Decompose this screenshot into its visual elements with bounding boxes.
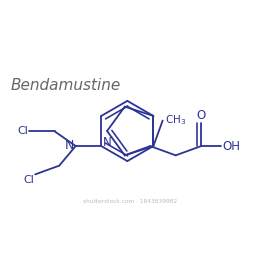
Text: N: N <box>65 139 74 151</box>
Text: Cl: Cl <box>17 126 28 136</box>
Text: shutterstock.com · 1843839982: shutterstock.com · 1843839982 <box>83 199 177 204</box>
Text: O: O <box>197 109 206 122</box>
Text: Bendamustine: Bendamustine <box>10 78 121 94</box>
Text: OH: OH <box>222 140 240 153</box>
Text: CH$_3$: CH$_3$ <box>165 113 186 127</box>
Text: N: N <box>103 136 112 149</box>
Text: Cl: Cl <box>23 175 34 185</box>
